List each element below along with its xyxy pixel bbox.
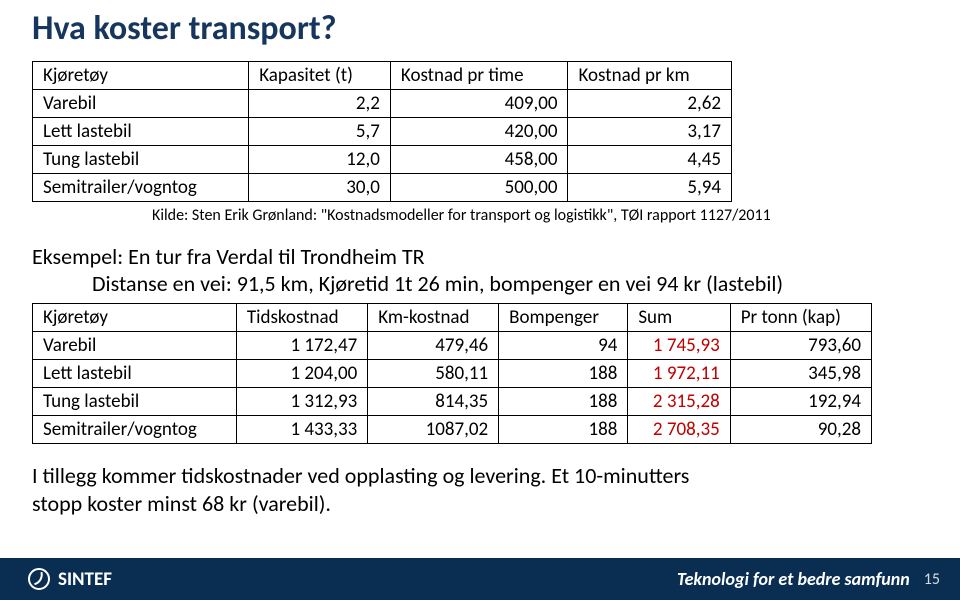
table-row: Varebil1 172,47479,46941 745,93793,60 — [33, 332, 872, 360]
sintef-logo-icon — [28, 568, 50, 590]
col-capacity: Kapasitet (t) — [249, 62, 391, 90]
table-cell: 420,00 — [390, 118, 568, 146]
table-cell: 188 — [499, 388, 628, 416]
table-cell: Varebil — [33, 90, 249, 118]
example-heading: Eksempel: En tur fra Verdal til Trondhei… — [32, 243, 928, 270]
table-cell: 1 204,00 — [236, 360, 367, 388]
table-cell: Semitrailer/vogntog — [33, 174, 249, 202]
table-cell: 192,94 — [730, 388, 871, 416]
table-cell: 814,35 — [368, 388, 499, 416]
page-number: 15 — [924, 570, 940, 589]
table-row: Tung lastebil12,0458,004,45 — [33, 146, 732, 174]
cost-table-body: Varebil2,2409,002,62Lett lastebil5,7420,… — [33, 90, 732, 202]
table-cell: 345,98 — [730, 360, 871, 388]
example-table-head: Kjøretøy Tidskostnad Km-kostnad Bompenge… — [33, 304, 872, 332]
table-cell: 2,62 — [568, 90, 732, 118]
example-table-body: Varebil1 172,47479,46941 745,93793,60Let… — [33, 332, 872, 444]
table-cell: 1 972,11 — [628, 360, 730, 388]
table-cell: 500,00 — [390, 174, 568, 202]
table-cell: 90,28 — [730, 416, 871, 444]
table-row: Lett lastebil5,7420,003,17 — [33, 118, 732, 146]
table-cell: 1 745,93 — [628, 332, 730, 360]
col2-time: Tidskostnad — [236, 304, 367, 332]
table-cell: 188 — [499, 416, 628, 444]
table-cell: 12,0 — [249, 146, 391, 174]
footer-note-line2: stopp koster minst 68 kr (varebil). — [32, 490, 331, 517]
example-table: Kjøretøy Tidskostnad Km-kostnad Bompenge… — [32, 303, 872, 444]
example-subheading: Distanse en vei: 91,5 km, Kjøretid 1t 26… — [92, 270, 928, 297]
table-cell: 793,60 — [730, 332, 871, 360]
col-cost-hour: Kostnad pr time — [390, 62, 568, 90]
table-cell: 1 433,33 — [236, 416, 367, 444]
table-cell: 2 708,35 — [628, 416, 730, 444]
table-cell: Lett lastebil — [33, 360, 237, 388]
table-cell: 30,0 — [249, 174, 391, 202]
table-cell: 4,45 — [568, 146, 732, 174]
bottom-bar: SINTEF Teknologi for et bedre samfunn 15 — [0, 558, 960, 600]
tagline: Teknologi for et bedre samfunn 15 — [677, 568, 940, 590]
table-cell: 580,11 — [368, 360, 499, 388]
table-row: Lett lastebil1 204,00580,111881 972,1134… — [33, 360, 872, 388]
table-cell: 94 — [499, 332, 628, 360]
table-cell: 5,7 — [249, 118, 391, 146]
table-cell: 2 315,28 — [628, 388, 730, 416]
col2-km: Km-kostnad — [368, 304, 499, 332]
col2-vehicle: Kjøretøy — [33, 304, 237, 332]
slide: Hva koster transport? Kjøretøy Kapasitet… — [0, 0, 960, 600]
table-row: Tung lastebil1 312,93814,351882 315,2819… — [33, 388, 872, 416]
table-row: Varebil2,2409,002,62 — [33, 90, 732, 118]
col-cost-km: Kostnad pr km — [568, 62, 732, 90]
table-cell: 188 — [499, 360, 628, 388]
table-cell: 5,94 — [568, 174, 732, 202]
table-cell: 409,00 — [390, 90, 568, 118]
table-row: Semitrailer/vogntog1 433,331087,021882 7… — [33, 416, 872, 444]
col2-sum: Sum — [628, 304, 730, 332]
table-cell: 479,46 — [368, 332, 499, 360]
table-cell: Lett lastebil — [33, 118, 249, 146]
cost-table: Kjøretøy Kapasitet (t) Kostnad pr time K… — [32, 61, 732, 202]
footer-note-line1: I tillegg kommer tidskostnader ved oppla… — [32, 462, 689, 489]
sintef-logo-text: SINTEF — [58, 568, 112, 591]
table-cell: 1 172,47 — [236, 332, 367, 360]
table-cell: Varebil — [33, 332, 237, 360]
sintef-logo: SINTEF — [28, 568, 112, 591]
col-vehicle: Kjøretøy — [33, 62, 249, 90]
table-cell: 1 312,93 — [236, 388, 367, 416]
table-cell: 3,17 — [568, 118, 732, 146]
table-cell: Tung lastebil — [33, 146, 249, 174]
cost-table-head: Kjøretøy Kapasitet (t) Kostnad pr time K… — [33, 62, 732, 90]
col2-per-tonne: Pr tonn (kap) — [730, 304, 871, 332]
table-cell: 458,00 — [390, 146, 568, 174]
table-cell: Tung lastebil — [33, 388, 237, 416]
table-cell: Semitrailer/vogntog — [33, 416, 237, 444]
page-title: Hva koster transport? — [32, 8, 928, 49]
col2-toll: Bompenger — [499, 304, 628, 332]
footer-note: I tillegg kommer tidskostnader ved oppla… — [32, 462, 928, 517]
table-cell: 1087,02 — [368, 416, 499, 444]
table-cell: 2,2 — [249, 90, 391, 118]
tagline-text: Teknologi for et bedre samfunn — [677, 568, 910, 590]
table-row: Semitrailer/vogntog30,0500,005,94 — [33, 174, 732, 202]
source-citation: Kilde: Sten Erik Grønland: "Kostnadsmode… — [152, 206, 928, 225]
